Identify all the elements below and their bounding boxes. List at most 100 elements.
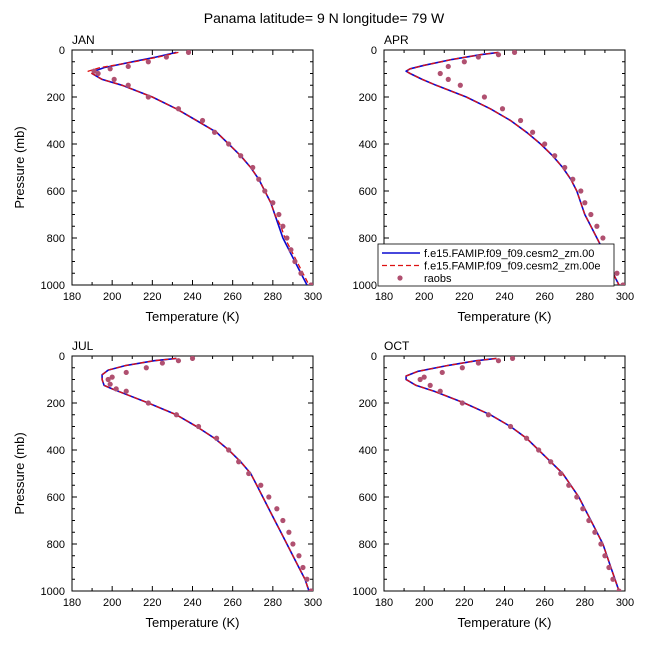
y-axis-title: Pressure (mb) [12, 126, 27, 208]
x-tick-label: 200 [415, 291, 433, 303]
raobs-point [262, 188, 268, 194]
x-tick-label: 280 [264, 597, 282, 609]
raobs-point [290, 541, 296, 547]
raobs-point [105, 376, 111, 383]
model-series-line-dashed [405, 51, 620, 285]
raobs-point [495, 52, 502, 58]
raobs-point [308, 588, 313, 591]
x-tick-label: 220 [455, 597, 473, 609]
raobs-point [582, 200, 588, 206]
panel-label: APR [384, 33, 409, 47]
x-tick-label: 180 [375, 291, 393, 303]
raobs-point [588, 211, 594, 218]
model-series-line [101, 357, 310, 591]
raobs-point [199, 117, 206, 124]
raobs-point [417, 376, 423, 383]
raobs-point [226, 447, 232, 453]
panel-label: OCT [384, 339, 410, 353]
y-tick-label: 400 [359, 445, 377, 457]
raobs-point [459, 365, 465, 371]
raobs-point [592, 529, 598, 535]
raobs-point [214, 435, 220, 441]
raobs-point [298, 270, 304, 276]
raobs-point [606, 564, 612, 571]
raobs-point [586, 517, 592, 524]
y-tick-label: 600 [359, 186, 377, 198]
raobs-point [123, 369, 129, 376]
y-tick-label: 1000 [353, 280, 377, 292]
legend: f.e15.FAMIP.f09_f09.cesm2_zm.00f.e15.FAM… [377, 243, 615, 287]
raobs-point [211, 129, 218, 135]
series-group [87, 50, 313, 285]
x-tick-label: 180 [63, 291, 81, 303]
raobs-point [600, 235, 606, 241]
y-tick-label: 400 [47, 445, 65, 457]
model-series-line-dashed [405, 357, 620, 591]
x-axis-title: Temperature (K) [146, 309, 240, 324]
raobs-point [548, 459, 554, 465]
raobs-point [123, 388, 129, 394]
y-tick-label: 0 [59, 45, 65, 57]
raobs-point [175, 358, 182, 364]
raobs-point [113, 386, 119, 392]
raobs-point [266, 494, 272, 500]
raobs-point [536, 447, 542, 453]
raobs-point [481, 94, 488, 100]
y-tick-label: 1000 [41, 280, 65, 292]
y-tick-label: 0 [59, 351, 65, 363]
raobs-point [574, 494, 580, 500]
raobs-point [296, 553, 302, 559]
panel-apr: 180 200 220 240 260 280 300 0 200 400 600 800 1000 AP… [353, 33, 635, 324]
panel-jul: 180 200 220 240 260 280 300 0 200 400 600 800 1000 JU… [12, 339, 322, 630]
y-tick-label: 600 [47, 492, 65, 504]
raobs-point [107, 381, 113, 387]
raobs-point [614, 270, 620, 276]
raobs-point [256, 176, 262, 182]
raobs-point [499, 106, 506, 112]
x-tick-label: 180 [375, 597, 393, 609]
legend-label: f.e15.FAMIP.f09_f09.cesm2_zm.00 [424, 248, 594, 260]
raobs-point [475, 360, 481, 366]
raobs-point [286, 529, 292, 535]
x-tick-label: 280 [576, 597, 594, 609]
raobs-point [445, 63, 451, 70]
raobs-point [111, 76, 117, 82]
x-tick-label: 260 [223, 291, 241, 303]
x-tick-label: 300 [616, 291, 634, 303]
x-tick-label: 220 [143, 291, 161, 303]
series-group [405, 356, 622, 591]
raobs-point [620, 282, 625, 285]
raobs-point [270, 200, 276, 206]
raobs-point [175, 106, 182, 112]
y-tick-label: 400 [47, 139, 65, 151]
panel-jan: 180 200 220 240 260 280 300 0 200 400 600 800 1000 JA… [12, 33, 322, 324]
series-group [101, 356, 313, 591]
model-series-line-dashed [87, 51, 310, 285]
raobs-point [288, 247, 294, 253]
y-tick-label: 1000 [41, 586, 65, 598]
raobs-point [439, 369, 445, 376]
x-tick-label: 240 [495, 597, 513, 609]
x-tick-label: 280 [264, 291, 282, 303]
y-tick-label: 200 [359, 92, 377, 104]
raobs-point [457, 82, 463, 88]
legend-dot [397, 275, 403, 281]
raobs-point [445, 76, 451, 82]
raobs-point [173, 412, 180, 418]
raobs-point [562, 164, 568, 171]
x-tick-label: 180 [63, 597, 81, 609]
raobs-point [226, 141, 232, 147]
y-axis-title: Pressure (mb) [12, 432, 27, 514]
raobs-point [145, 400, 151, 406]
raobs-point [427, 382, 433, 388]
y-tick-label: 200 [47, 92, 65, 104]
panel-oct: 180 200 220 240 260 280 300 0 200 400 600 800 1000 OC… [353, 339, 635, 630]
raobs-point [292, 258, 298, 265]
legend-label: f.e15.FAMIP.f09_f09.cesm2_zm.00e [424, 261, 601, 273]
raobs-point [91, 68, 97, 74]
x-tick-label: 200 [103, 291, 121, 303]
raobs-point [308, 282, 313, 285]
figure-title: Panama latitude= 9 N longitude= 79 W [204, 10, 445, 26]
model-series-line [91, 51, 308, 285]
